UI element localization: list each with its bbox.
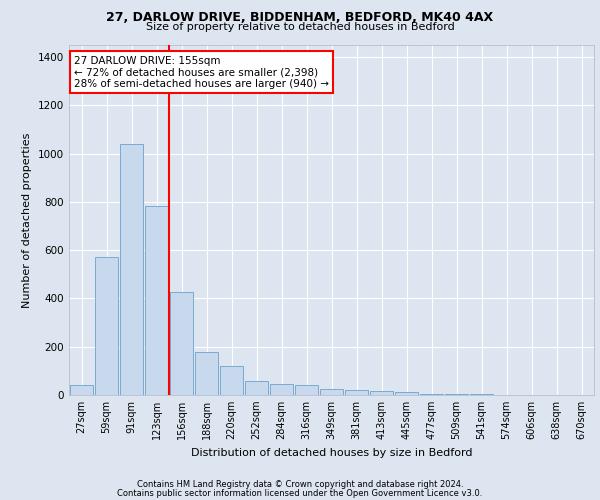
Text: Contains HM Land Registry data © Crown copyright and database right 2024.: Contains HM Land Registry data © Crown c… [137,480,463,489]
Bar [395,392,418,395]
Bar [320,389,343,395]
Text: Size of property relative to detached houses in Bedford: Size of property relative to detached ho… [146,22,454,32]
Bar [245,381,268,395]
Y-axis label: Number of detached properties: Number of detached properties [22,132,32,308]
Bar [70,386,93,395]
Bar [345,390,368,395]
Bar [145,206,168,395]
Bar [195,352,218,395]
Bar [220,366,243,395]
Bar [170,292,193,395]
Text: 27, DARLOW DRIVE, BIDDENHAM, BEDFORD, MK40 4AX: 27, DARLOW DRIVE, BIDDENHAM, BEDFORD, MK… [106,11,494,24]
Bar [420,394,443,395]
Text: Contains public sector information licensed under the Open Government Licence v3: Contains public sector information licen… [118,488,482,498]
Bar [295,386,318,395]
Bar [445,394,468,395]
Bar [370,391,393,395]
Bar [120,144,143,395]
Text: 27 DARLOW DRIVE: 155sqm
← 72% of detached houses are smaller (2,398)
28% of semi: 27 DARLOW DRIVE: 155sqm ← 72% of detache… [74,56,329,88]
Bar [270,384,293,395]
Bar [95,258,118,395]
Bar [470,394,493,395]
X-axis label: Distribution of detached houses by size in Bedford: Distribution of detached houses by size … [191,448,472,458]
